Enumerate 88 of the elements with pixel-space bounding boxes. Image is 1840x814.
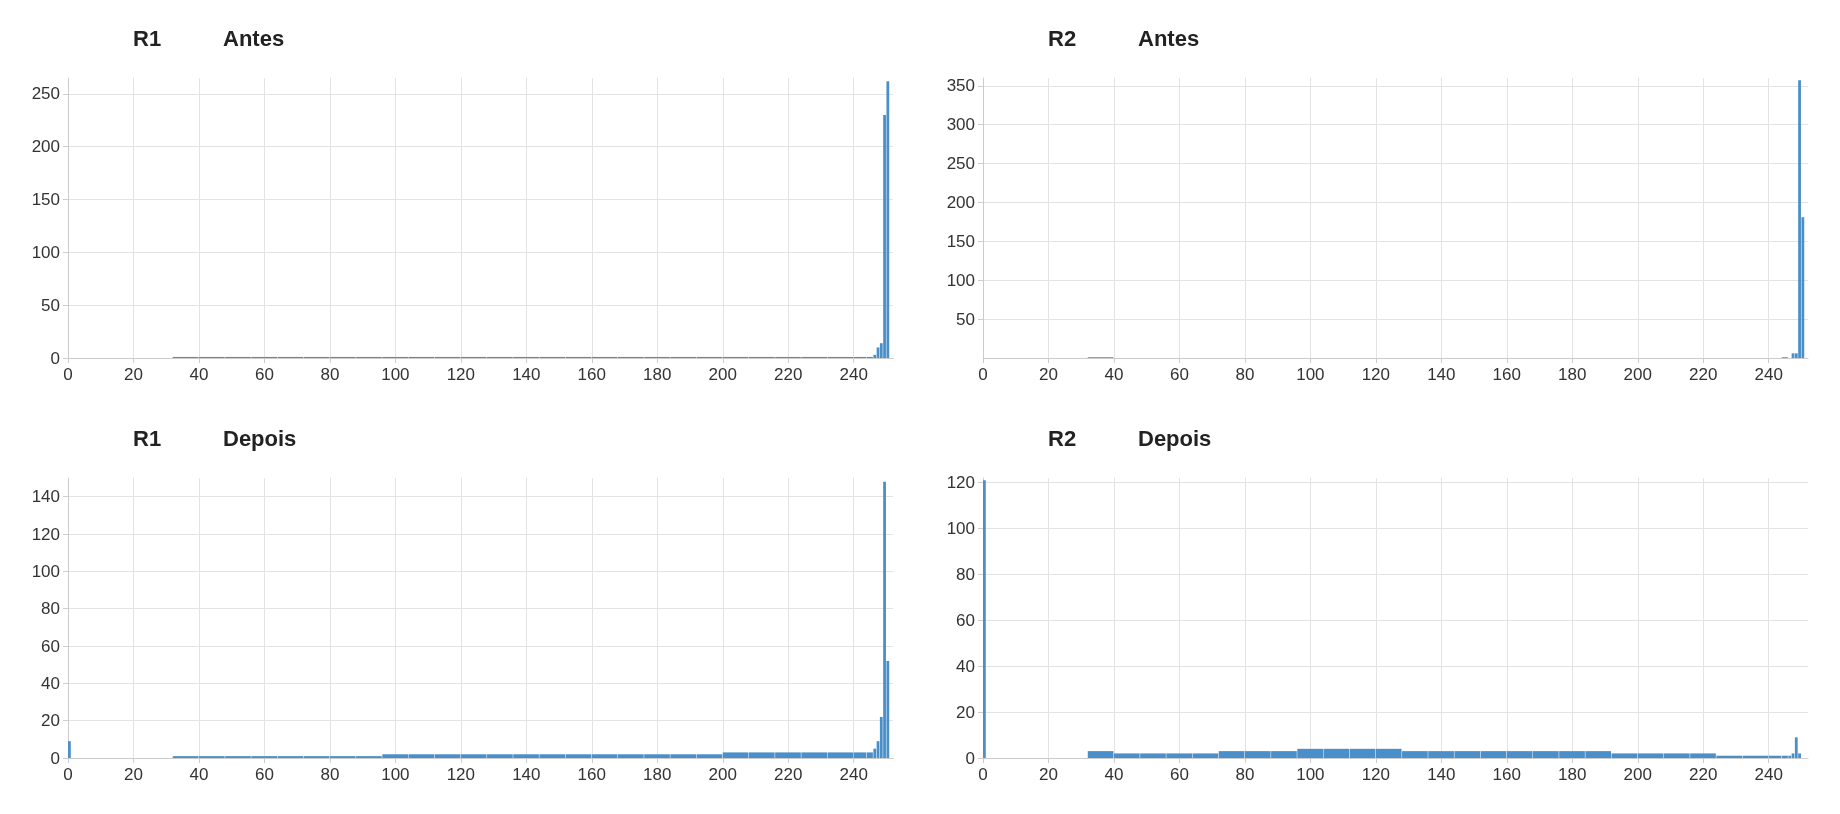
y-tick-label: 120 — [946, 473, 975, 493]
y-tick-label: 200 — [946, 192, 975, 212]
x-tick-label: 200 — [1623, 765, 1652, 784]
y-tick-label: 150 — [946, 231, 975, 251]
y-tick-label: 0 — [50, 748, 60, 768]
x-tick-label: 200 — [708, 365, 737, 384]
x-tick-label: 0 — [63, 765, 73, 784]
y-tick-label: 20 — [956, 702, 975, 722]
chart-title: R1 — [133, 25, 162, 51]
x-tick-label: 160 — [577, 365, 606, 384]
x-tick-label: 140 — [1427, 765, 1456, 784]
x-tick-label: 40 — [1104, 365, 1124, 384]
chart-subtitle: Depois — [223, 425, 297, 451]
y-tick-label: 50 — [956, 309, 975, 329]
x-tick-label: 100 — [381, 765, 410, 784]
y-tick-label: 60 — [41, 636, 60, 656]
x-tick-label: 40 — [189, 365, 209, 384]
y-tick-label: 120 — [31, 524, 60, 544]
chart-subtitle: Antes — [223, 25, 285, 51]
x-tick-label: 40 — [189, 765, 209, 784]
x-tick-label: 80 — [1235, 765, 1255, 784]
x-tick-label: 40 — [1104, 765, 1124, 784]
x-tick-label: 220 — [774, 365, 803, 384]
x-tick-label: 240 — [839, 765, 868, 784]
y-tick-label: 0 — [50, 348, 60, 368]
x-tick-label: 220 — [1689, 365, 1718, 384]
y-tick-label: 40 — [956, 656, 975, 676]
y-tick-label: 140 — [31, 487, 60, 507]
x-tick-label: 140 — [512, 365, 541, 384]
y-tick-label: 150 — [31, 190, 60, 210]
x-tick-label: 60 — [254, 365, 274, 384]
x-tick-label: 20 — [1039, 765, 1058, 784]
x-tick-label: 20 — [124, 765, 143, 784]
x-tick-label: 100 — [1296, 365, 1325, 384]
x-tick-label: 20 — [1039, 365, 1058, 384]
y-tick-label: 80 — [41, 599, 60, 619]
x-tick-label: 60 — [1169, 365, 1189, 384]
x-tick-label: 0 — [978, 765, 988, 784]
x-tick-label: 80 — [1235, 365, 1255, 384]
x-tick-label: 120 — [1361, 365, 1391, 384]
x-tick-label: 60 — [254, 765, 274, 784]
x-tick-label: 120 — [1361, 765, 1391, 784]
x-tick-label: 60 — [1169, 765, 1189, 784]
y-tick-label: 40 — [41, 673, 60, 693]
x-tick-label: 100 — [1296, 765, 1325, 784]
x-tick-label: 100 — [381, 365, 410, 384]
y-tick-label: 300 — [946, 115, 975, 135]
x-tick-label: 120 — [446, 365, 476, 384]
x-tick-label: 80 — [320, 765, 340, 784]
x-tick-label: 140 — [1427, 365, 1456, 384]
x-tick-label: 180 — [643, 365, 672, 384]
y-tick-label: 0 — [965, 748, 975, 768]
y-tick-label: 250 — [31, 84, 60, 104]
chart-title: R1 — [133, 425, 162, 451]
y-tick-label: 100 — [946, 518, 975, 538]
y-tick-label: 100 — [31, 242, 60, 262]
y-tick-label: 20 — [41, 711, 60, 731]
x-tick-label: 20 — [124, 365, 143, 384]
x-tick-label: 240 — [1754, 765, 1783, 784]
x-tick-label: 0 — [63, 365, 73, 384]
y-tick-label: 80 — [956, 564, 975, 584]
x-tick-label: 120 — [446, 765, 476, 784]
y-tick-label: 200 — [31, 137, 60, 157]
x-tick-label: 200 — [1623, 365, 1652, 384]
x-tick-label: 140 — [512, 765, 541, 784]
x-tick-label: 160 — [1492, 765, 1521, 784]
x-tick-label: 240 — [839, 365, 868, 384]
x-tick-label: 160 — [577, 765, 606, 784]
chart-title: R2 — [1048, 25, 1077, 51]
x-tick-label: 200 — [708, 765, 737, 784]
chart-subtitle: Depois — [1138, 425, 1212, 451]
x-tick-label: 220 — [1689, 765, 1718, 784]
x-tick-label: 180 — [643, 765, 672, 784]
x-tick-label: 240 — [1754, 365, 1783, 384]
x-tick-label: 160 — [1492, 365, 1521, 384]
y-tick-label: 100 — [946, 270, 975, 290]
y-tick-label: 250 — [946, 154, 975, 174]
y-tick-label: 50 — [41, 295, 60, 315]
chart-subtitle: Antes — [1138, 25, 1200, 51]
x-tick-label: 0 — [978, 365, 988, 384]
y-tick-label: 60 — [956, 610, 975, 630]
x-tick-label: 180 — [1558, 765, 1587, 784]
x-tick-label: 180 — [1558, 365, 1587, 384]
chart-title: R2 — [1048, 425, 1077, 451]
y-tick-label: 100 — [31, 561, 60, 581]
y-tick-label: 350 — [946, 76, 975, 96]
x-tick-label: 220 — [774, 765, 803, 784]
x-tick-label: 80 — [320, 365, 340, 384]
